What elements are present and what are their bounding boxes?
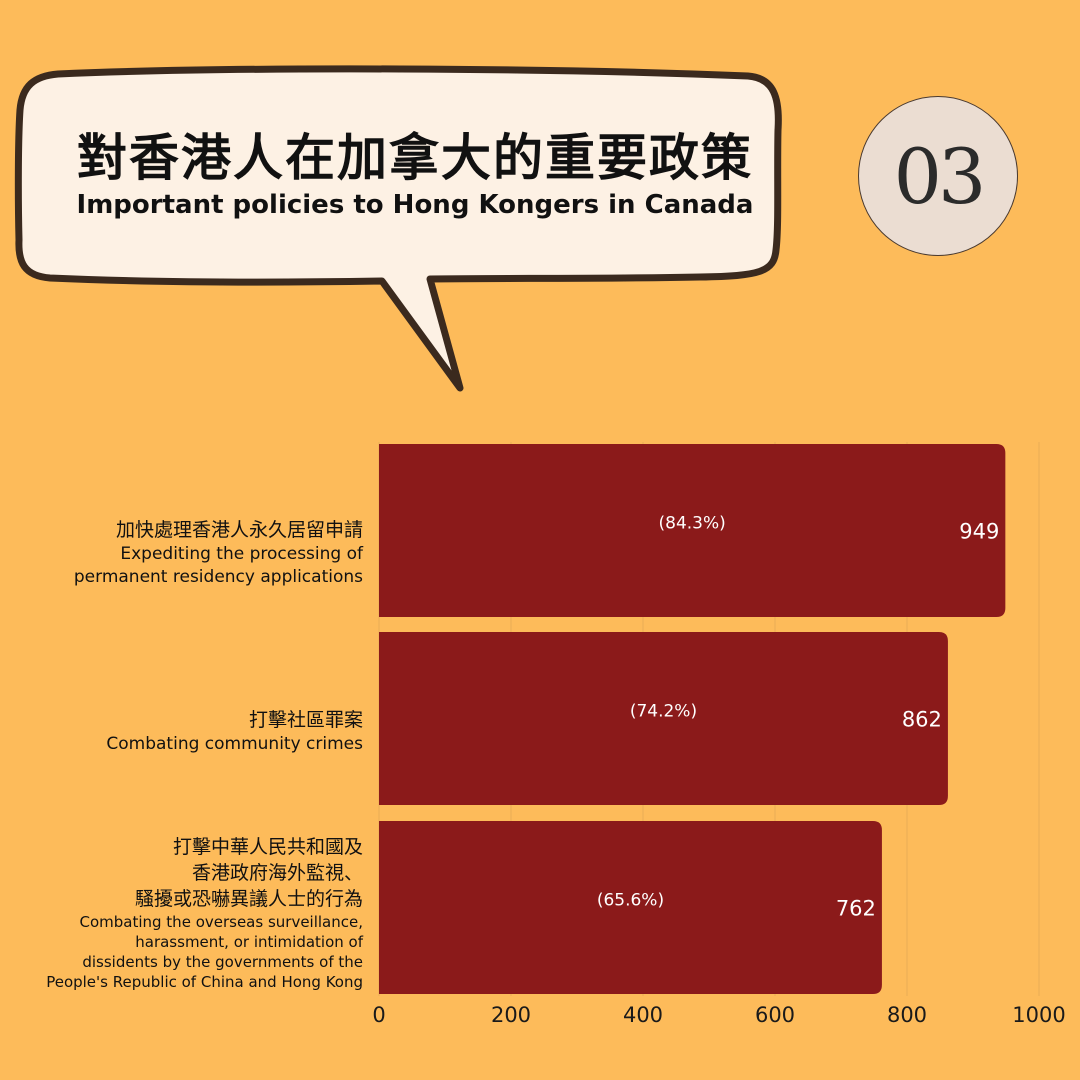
title-chinese: 對香港人在加拿大的重要政策 <box>77 129 753 187</box>
x-tick-label-400: 400 <box>623 1003 663 1027</box>
category-3-en-line-2: harassment, or intimidation of <box>135 933 363 951</box>
category-2-zh: 打擊社區罪案 <box>248 709 363 731</box>
bar-1 <box>379 444 1006 617</box>
category-1-en-line-2: permanent residency applications <box>73 567 363 587</box>
category-1-zh: 加快處理香港人永久居留申請 <box>115 519 363 541</box>
category-3-en-line-4: People's Republic of China and Hong Kong <box>46 973 363 991</box>
speech-bubble-shape <box>14 65 782 392</box>
bar-2-value-label: 862 <box>902 708 942 732</box>
bar-2-percent-label: (74.2%) <box>630 702 697 722</box>
category-2-en-line-1: Combating community crimes <box>106 734 363 754</box>
x-tick-label-0: 0 <box>372 1003 385 1027</box>
category-3-zh-line-2: 香港政府海外監視、 <box>191 862 363 884</box>
category-label-1: 加快處理香港人永久居留申請 Expediting the processing … <box>74 517 363 589</box>
x-tick-label-800: 800 <box>887 1003 927 1027</box>
category-label-3: 打擊中華人民共和國及 香港政府海外監視、 騷擾或恐嚇異議人士的行為 Combat… <box>46 834 363 992</box>
title-english: Important policies to Hong Kongers in Ca… <box>76 190 754 220</box>
category-3-zh-line-3: 騷擾或恐嚇異議人士的行為 <box>134 888 363 910</box>
x-tick-label-600: 600 <box>755 1003 795 1027</box>
bar-3-percent-label: (65.6%) <box>597 891 664 911</box>
category-3-en-line-3: dissidents by the governments of the <box>82 953 363 971</box>
bar-1-value-label: 949 <box>959 520 999 544</box>
speech-bubble <box>14 65 782 392</box>
bar-3 <box>379 821 882 994</box>
bar-3-value-label: 762 <box>836 897 876 921</box>
x-tick-label-200: 200 <box>491 1003 531 1027</box>
category-label-2: 打擊社區罪案 Combating community crimes <box>106 707 363 756</box>
category-1-en-line-1: Expediting the processing of <box>120 544 363 564</box>
category-3-zh-line-1: 打擊中華人民共和國及 <box>172 836 363 858</box>
number-badge: 03 <box>858 96 1018 256</box>
category-3-en-line-1: Combating the overseas surveillance, <box>79 913 363 931</box>
x-tick-label-1000: 1000 <box>1012 1003 1065 1027</box>
bar-2 <box>379 632 948 805</box>
bar-1-percent-label: (84.3%) <box>659 514 726 534</box>
